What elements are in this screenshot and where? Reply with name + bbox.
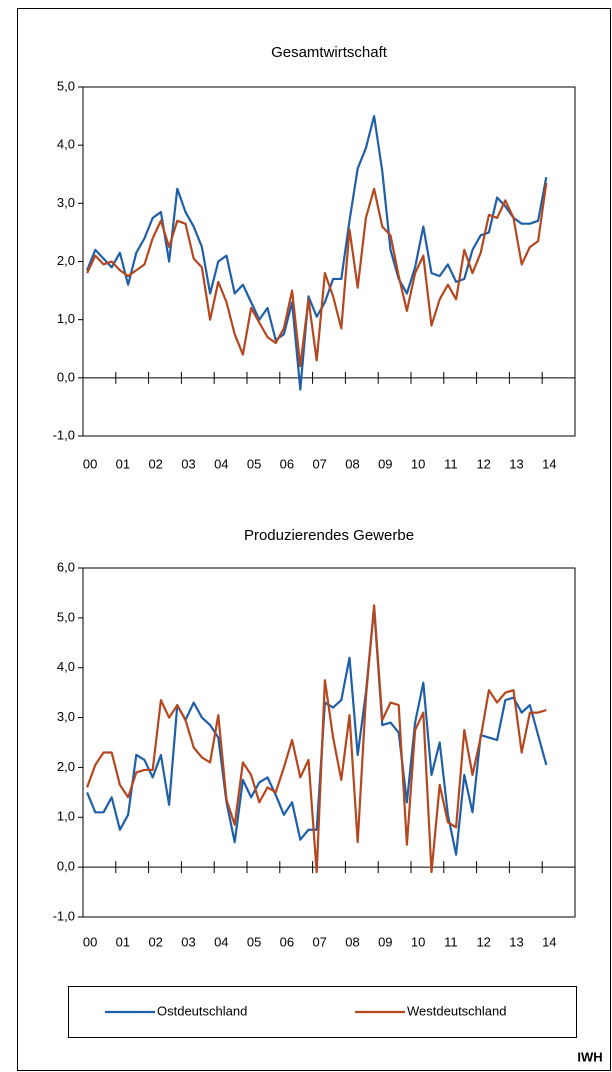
y-tick-label: 1,0: [57, 311, 75, 326]
y-tick-label: 0,0: [57, 859, 75, 874]
plot-area: [82, 567, 576, 918]
y-tick-label: 6,0: [57, 559, 75, 574]
x-tick-label: 10: [411, 456, 425, 471]
y-tick-label: 3,0: [57, 709, 75, 724]
x-tick-label: 11: [444, 934, 458, 949]
chart-title: Produzierendes Gewerbe: [244, 527, 414, 544]
x-tick-label: 07: [312, 934, 326, 949]
series-line: [86, 604, 547, 874]
series-line: [86, 182, 548, 368]
x-tick-label: 11: [444, 456, 458, 471]
x-tick-label: 06: [280, 934, 294, 949]
y-tick-label: 5,0: [57, 609, 75, 624]
frame: [17, 8, 611, 1071]
y-tick-label: -1,0: [53, 908, 75, 923]
x-tick-label: 00: [83, 456, 97, 471]
y-tick-label: 2,0: [57, 253, 75, 268]
series-line: [86, 606, 548, 856]
x-tick-label: 04: [214, 934, 228, 949]
x-tick-label: 04: [214, 456, 228, 471]
y-tick-label: 4,0: [57, 659, 75, 674]
y-tick-label: 4,0: [57, 137, 75, 152]
x-tick-label: 10: [411, 934, 425, 949]
y-tick-label: 2,0: [57, 759, 75, 774]
x-tick-label: 08: [345, 934, 359, 949]
chart-title: Gesamtwirtschaft: [271, 44, 388, 61]
x-tick-label: 02: [148, 934, 162, 949]
x-tick-label: 12: [476, 456, 490, 471]
x-tick-label: 14: [542, 456, 556, 471]
y-tick-label: 0,0: [57, 369, 75, 384]
x-tick-label: 05: [247, 934, 261, 949]
x-tick-label: 09: [378, 456, 392, 471]
x-tick-label: 02: [148, 456, 162, 471]
x-tick-label: 06: [280, 456, 294, 471]
y-tick-label: 5,0: [57, 78, 75, 93]
y-tick-label: 3,0: [57, 195, 75, 210]
x-tick-label: 08: [345, 456, 359, 471]
x-tick-label: 01: [116, 934, 130, 949]
source: IWH: [577, 1049, 602, 1064]
x-tick-label: 05: [247, 456, 261, 471]
x-tick-label: 13: [509, 934, 523, 949]
x-tick-label: 01: [116, 456, 130, 471]
y-tick-label: 1,0: [57, 809, 75, 824]
x-tick-label: 09: [378, 934, 392, 949]
legend-label: Ostdeutschland: [157, 1003, 247, 1018]
legend-label: Westdeutschland: [407, 1003, 507, 1018]
x-tick-label: 07: [312, 456, 326, 471]
x-tick-label: 13: [509, 456, 523, 471]
x-tick-label: 03: [181, 456, 195, 471]
x-tick-label: 12: [476, 934, 490, 949]
x-tick-label: 14: [542, 934, 556, 949]
x-tick-label: 03: [181, 934, 195, 949]
y-tick-label: -1,0: [53, 427, 75, 442]
x-tick-label: 00: [83, 934, 97, 949]
